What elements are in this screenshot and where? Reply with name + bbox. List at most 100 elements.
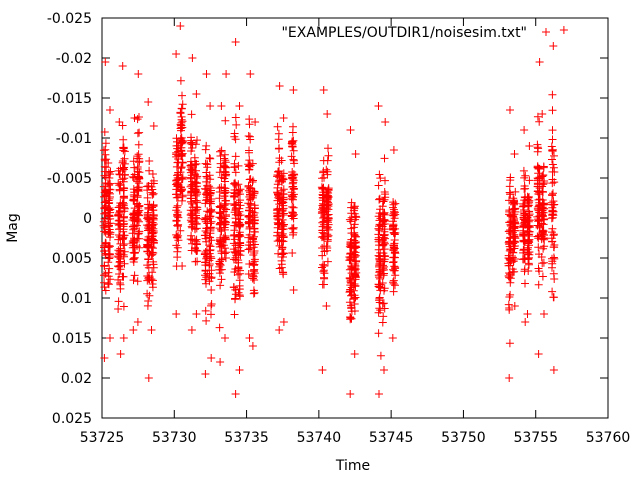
data-point [101, 139, 110, 148]
data-point [215, 323, 224, 332]
data-point [534, 144, 543, 153]
data-point [376, 174, 385, 183]
data-point [143, 289, 152, 298]
data-point [187, 138, 196, 147]
data-point [323, 211, 332, 220]
data-point [535, 267, 544, 276]
data-point [192, 166, 200, 175]
data-point [176, 76, 185, 85]
data-point [105, 194, 114, 203]
data-point [114, 297, 123, 306]
data-point [324, 200, 333, 209]
data-point [289, 214, 298, 223]
data-point [250, 255, 259, 264]
data-point [231, 38, 240, 46]
data-point [279, 175, 288, 184]
data-point [250, 224, 259, 233]
data-point [104, 249, 113, 258]
data-point [380, 286, 388, 295]
data-point [324, 231, 333, 240]
data-point [207, 206, 215, 215]
data-point [244, 132, 253, 140]
data-point [229, 283, 238, 292]
data-point [148, 229, 157, 238]
x-tick-label: 53745 [369, 430, 414, 446]
data-point [510, 302, 519, 310]
data-point [288, 183, 297, 191]
data-point [378, 318, 387, 327]
data-point [234, 198, 243, 207]
data-point [318, 251, 327, 260]
data-point [550, 275, 559, 283]
data-point [324, 144, 332, 153]
data-point [134, 70, 143, 78]
data-point [207, 300, 216, 308]
data-point [279, 222, 288, 231]
data-point [201, 159, 210, 168]
data-point [274, 144, 283, 153]
data-point [524, 194, 533, 202]
data-point [221, 116, 230, 125]
data-point [390, 236, 399, 244]
data-point [129, 238, 138, 247]
data-point [288, 193, 297, 202]
data-point [215, 259, 224, 268]
data-point [289, 86, 298, 94]
data-point [288, 202, 297, 211]
data-point [232, 181, 241, 190]
data-point [273, 122, 282, 131]
data-point [172, 217, 181, 226]
data-point [248, 234, 257, 243]
data-point [201, 215, 209, 224]
data-point [375, 296, 384, 305]
data-point [548, 175, 557, 184]
data-point [221, 196, 230, 205]
data-point [133, 318, 142, 326]
data-point [289, 170, 298, 179]
data-point [519, 219, 528, 228]
data-point [279, 190, 288, 199]
data-point [525, 176, 534, 185]
data-point [202, 70, 211, 78]
data-point [346, 126, 355, 134]
data-point [191, 160, 200, 168]
data-point [548, 237, 557, 246]
data-point [525, 223, 534, 232]
data-point [533, 140, 542, 149]
data-point [389, 279, 398, 288]
data-point [120, 204, 129, 213]
data-point [538, 196, 547, 204]
data-point [215, 257, 224, 266]
data-point [143, 301, 152, 310]
data-point [548, 135, 557, 144]
data-point [390, 253, 399, 262]
data-point [207, 286, 216, 294]
y-tick-label: 0.01 [61, 291, 92, 307]
data-point [104, 242, 113, 251]
data-point [205, 188, 214, 197]
data-point [250, 249, 259, 257]
data-point [549, 189, 557, 198]
data-point [380, 269, 388, 278]
x-axis-label: Time [335, 458, 370, 474]
data-point [374, 181, 383, 190]
data-point [105, 264, 114, 273]
data-point [143, 193, 152, 202]
data-point [234, 243, 243, 252]
data-point [245, 230, 254, 239]
data-point [279, 249, 288, 258]
data-point [548, 90, 557, 99]
data-point [177, 164, 186, 173]
data-point [129, 276, 138, 285]
data-point [521, 279, 529, 288]
data-point [173, 253, 182, 262]
data-point [191, 196, 200, 205]
data-point [379, 249, 388, 258]
data-point [133, 242, 141, 251]
data-point [216, 358, 225, 366]
data-point [191, 225, 200, 234]
data-point [201, 370, 210, 378]
data-point [538, 272, 547, 281]
data-point [548, 160, 557, 169]
data-point [230, 188, 238, 197]
